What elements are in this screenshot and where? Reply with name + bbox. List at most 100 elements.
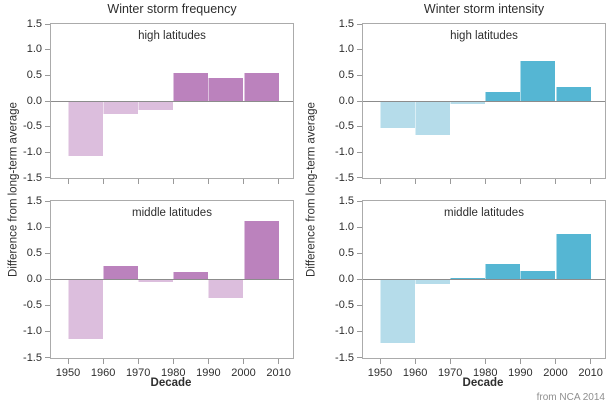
x-tick-mark [102,179,104,184]
y-tick-label: -0.5 [23,120,42,133]
y-tick-mark [45,305,50,307]
y-tick-label: 1.5 [26,17,42,30]
y-tick-label: -1.0 [23,325,42,338]
x-tick-label: 1960 [90,367,116,379]
panel-intensity-middle-latitudes: middle latitudes 1.5 1.0 0.5 0.0 -0.5 -1.0 -1.… [335,195,606,379]
x-tick-mark [379,359,381,364]
panel-subtitle: middle latitudes [444,207,524,219]
bar-2000s [555,234,591,280]
chart-title-frequency: Winter storm frequency [107,2,237,16]
y-tick-mark [45,24,50,25]
y-tick-label: 0.0 [338,94,354,107]
x-tick-mark [278,359,280,364]
y-tick-mark [357,151,362,153]
x-tick-mark [243,359,244,364]
y-tick-mark [45,331,50,333]
bar-1960s [103,266,139,280]
x-tick-label: 1990 [196,367,221,379]
panel-subtitle: high latitudes [138,30,206,42]
y-tick-label: 0.0 [26,94,42,107]
x-tick-mark [414,179,416,184]
x-tick-mark [555,359,556,364]
y-tick-label: 0.0 [26,273,42,285]
y-tick-label: -1.5 [23,351,42,364]
panel-frequency-high-latitudes: high latitudes 1.5 1.0 0.5 0.0 -0.5 -1.0 -1.5 [23,18,294,184]
y-tick-mark [357,279,362,280]
bar-1950s [68,279,104,339]
x-tick-mark [449,359,451,364]
y-tick-mark [45,74,50,76]
y-tick-label: -1.5 [335,351,354,364]
y-tick-mark [45,357,50,358]
x-tick-label: 2000 [543,367,568,379]
zero-line [51,100,293,102]
y-tick-label: 1.5 [338,194,354,207]
y-tick-mark [357,24,362,25]
panel-intensity-high-latitudes: high latitudes 1.5 1.0 0.5 0.0 -0.5 -1.0 -1.5 [335,18,606,184]
x-tick-label: 2000 [231,367,256,379]
y-tick-label: 1.0 [338,43,354,56]
x-tick-label: 1970 [437,367,463,379]
x-tick-mark [67,359,69,364]
x-axis-title-left: Decade [150,377,192,389]
x-tick-mark [172,359,174,364]
y-tick-mark [357,201,362,202]
zero-line [363,279,605,280]
bar-1950s [380,279,416,344]
x-tick-mark [414,359,416,364]
x-tick-mark [67,179,69,184]
source-credit: from NCA 2014 [536,392,605,403]
x-tick-mark [484,179,486,184]
y-tick-mark [45,177,50,178]
panel-subtitle: middle latitudes [132,207,212,219]
x-tick-mark [519,179,521,184]
bar-1960s [415,279,451,284]
y-tick-label: -0.5 [23,299,42,312]
y-tick-mark [45,279,50,280]
x-tick-label: 1950 [55,367,81,379]
y-tick-mark [45,49,50,51]
y-tick-mark [357,357,362,358]
x-tick-mark [137,359,139,364]
bar-1980s [485,91,521,101]
x-tick-mark [172,179,174,184]
x-tick-label: 1980 [473,367,498,379]
chart-title-intensity: Winter storm intensity [423,2,545,16]
y-tick-mark [45,252,50,254]
y-tick-mark [357,126,362,128]
x-tick-label: 1950 [367,367,393,379]
zero-line [363,100,605,102]
x-tick-mark [243,179,244,184]
panel-subtitle: high latitudes [450,30,518,42]
y-tick-label: -1.5 [23,171,42,184]
y-tick-mark [45,201,50,202]
x-tick-label: 2010 [266,367,291,379]
y-tick-label: -1.0 [335,325,354,338]
y-tick-label: -1.0 [335,145,354,158]
x-tick-mark [278,179,280,184]
x-tick-mark [590,359,592,364]
y-tick-mark [45,126,50,128]
y-tick-mark [357,74,362,76]
bar-1970s [138,101,174,111]
y-tick-label: 0.5 [26,246,42,259]
x-tick-label: 1970 [125,367,151,379]
y-tick-label: 1.0 [338,220,354,233]
bar-1950s [68,101,104,157]
x-tick-label: 2010 [578,367,603,379]
y-tick-mark [357,100,362,102]
bar-2000s [243,220,279,280]
x-tick-mark [590,179,592,184]
y-tick-label: 0.5 [338,246,354,259]
x-axis-title-right: Decade [462,377,504,389]
y-tick-label: 1.0 [26,220,42,233]
bar-1990s [208,279,244,299]
x-tick-mark [102,359,104,364]
x-tick-mark [379,179,381,184]
y-tick-label: -1.0 [23,145,42,158]
y-tick-mark [357,305,362,307]
x-tick-label: 1980 [161,367,186,379]
y-tick-mark [357,49,362,51]
x-tick-mark [207,359,209,364]
